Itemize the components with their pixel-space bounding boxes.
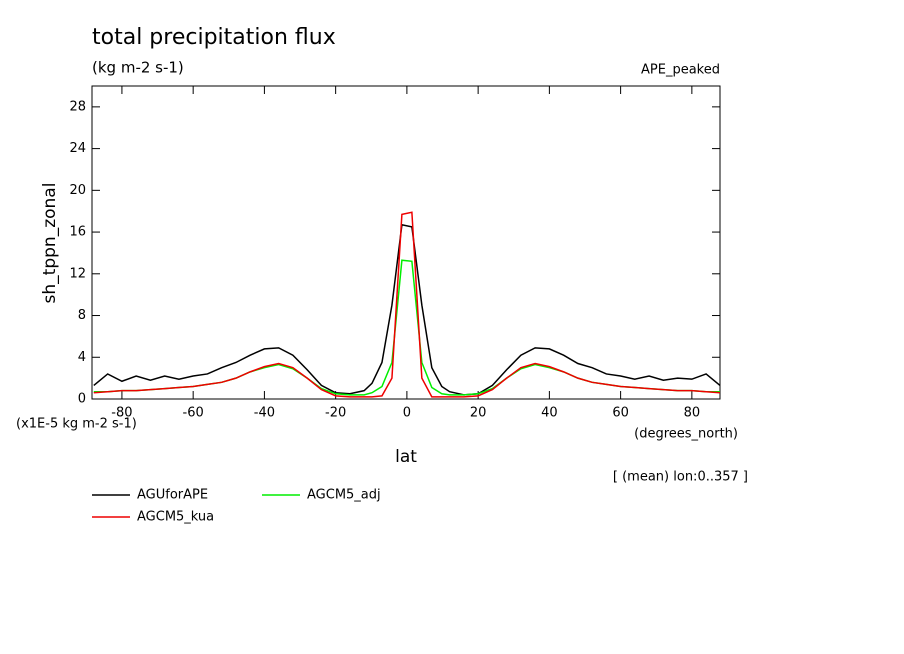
y-tick-label: 20 <box>69 183 86 198</box>
legend-label: AGUforAPE <box>137 488 208 503</box>
legend-label: AGCM5_adj <box>307 488 381 503</box>
x-tick-label: 60 <box>612 406 629 421</box>
y-tick-label: 24 <box>69 141 86 156</box>
x-tick-label: -60 <box>183 406 204 421</box>
x-tick-label: 0 <box>403 406 411 421</box>
legend-label: AGCM5_kua <box>137 510 214 525</box>
x-tick-label: 40 <box>541 406 558 421</box>
data-line <box>93 259 720 396</box>
chart-subtitle: (kg m-2 s-1) <box>92 59 184 77</box>
y-tick-label: 16 <box>69 225 86 240</box>
y-tick-label: 12 <box>69 266 86 281</box>
data-line <box>93 223 721 396</box>
x-tick-label: -40 <box>254 406 275 421</box>
plot-frame <box>91 85 721 400</box>
y-tick-label: 4 <box>78 350 86 365</box>
chart-title: total precipitation flux <box>92 25 336 50</box>
note: [ (mean) lon:0..357 ] <box>613 470 748 485</box>
y-axis-label: sh_tppn_zonal <box>40 183 60 304</box>
x-tick-label: 20 <box>470 406 487 421</box>
y-tick-label: 8 <box>78 308 86 323</box>
y-tick-label: 28 <box>69 99 86 114</box>
x-units: (degrees_north) <box>634 427 738 442</box>
y-units: (x1E-5 kg m-2 s-1) <box>16 417 137 432</box>
data-line <box>93 211 721 398</box>
x-tick-label: 80 <box>684 406 701 421</box>
y-tick-label: 0 <box>78 392 86 407</box>
x-axis-label: lat <box>395 447 417 467</box>
annotation: APE_peaked <box>641 63 720 78</box>
x-tick-label: -80 <box>111 406 132 421</box>
x-tick-label: -20 <box>325 406 346 421</box>
